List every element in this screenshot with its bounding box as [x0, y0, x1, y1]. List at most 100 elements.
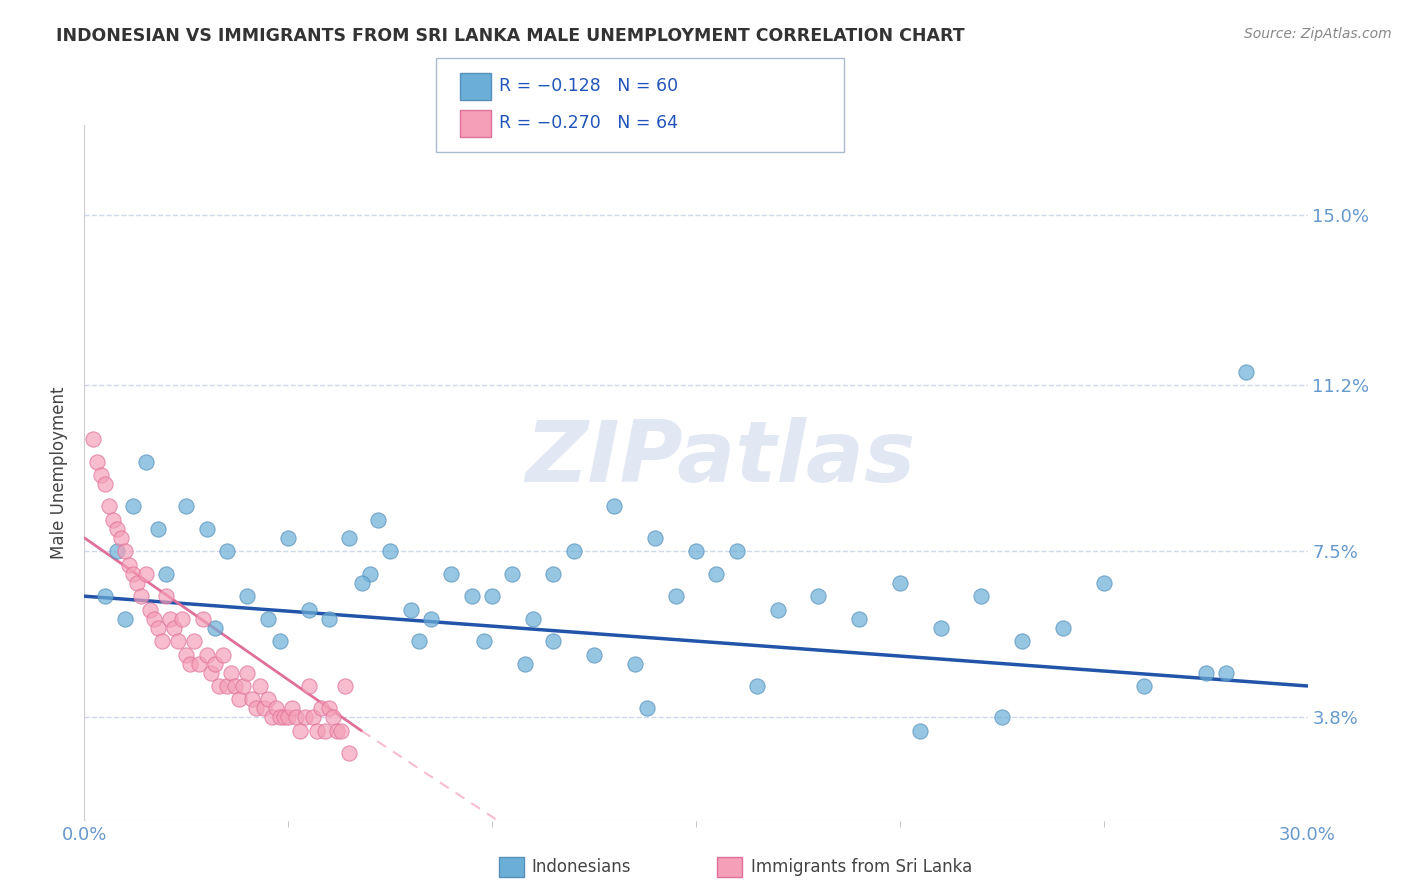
Point	[624, 657, 647, 671]
Point	[408, 634, 430, 648]
Point	[636, 701, 658, 715]
Text: R = −0.270   N = 64: R = −0.270 N = 64	[499, 114, 678, 132]
Point	[1195, 665, 1218, 680]
Point	[1236, 365, 1258, 379]
Point	[513, 657, 536, 671]
Point	[179, 657, 201, 671]
Point	[204, 657, 226, 671]
Point	[747, 679, 769, 693]
Point	[269, 710, 291, 724]
Point	[380, 544, 402, 558]
Text: ZIPatlas: ZIPatlas	[526, 417, 915, 500]
Point	[481, 589, 503, 603]
Point	[335, 679, 357, 693]
Point	[174, 500, 197, 514]
Point	[350, 575, 373, 590]
Point	[236, 589, 259, 603]
Point	[105, 544, 128, 558]
Y-axis label: Male Unemployment: Male Unemployment	[51, 386, 69, 559]
Point	[228, 692, 250, 706]
Point	[290, 723, 312, 738]
Point	[163, 621, 186, 635]
Point	[603, 500, 626, 514]
Point	[294, 710, 316, 724]
Point	[277, 531, 299, 545]
Point	[167, 634, 190, 648]
Point	[318, 701, 340, 715]
Point	[257, 612, 280, 626]
Point	[991, 710, 1014, 724]
Point	[93, 589, 117, 603]
Point	[1133, 679, 1156, 693]
Point	[264, 701, 287, 715]
Point	[910, 723, 932, 738]
Point	[318, 612, 340, 626]
Point	[807, 589, 830, 603]
Point	[305, 723, 328, 738]
Point	[562, 544, 585, 558]
Point	[249, 679, 271, 693]
Point	[138, 602, 160, 616]
Point	[195, 648, 218, 662]
Point	[208, 679, 231, 693]
Point	[245, 701, 267, 715]
Point	[665, 589, 688, 603]
Point	[159, 612, 181, 626]
Point	[309, 701, 332, 715]
Point	[146, 522, 169, 536]
Point	[187, 657, 209, 671]
Point	[399, 602, 422, 616]
Point	[970, 589, 993, 603]
Point	[685, 544, 707, 558]
Point	[706, 566, 728, 581]
Point	[440, 566, 463, 581]
Point	[217, 544, 239, 558]
Point	[298, 679, 321, 693]
Point	[339, 747, 361, 761]
Point	[889, 575, 911, 590]
Point	[644, 531, 666, 545]
Point	[298, 602, 321, 616]
Point	[1215, 665, 1237, 680]
Point	[472, 634, 495, 648]
Point	[1092, 575, 1115, 590]
Point	[127, 575, 149, 590]
Point	[359, 566, 381, 581]
Point	[155, 589, 177, 603]
Point	[301, 710, 323, 724]
Point	[217, 679, 239, 693]
Point	[219, 665, 242, 680]
Point	[191, 612, 214, 626]
Point	[583, 648, 606, 662]
Point	[502, 566, 524, 581]
Point	[929, 621, 952, 635]
Point	[122, 566, 145, 581]
Point	[543, 566, 565, 581]
Point	[848, 612, 870, 626]
Point	[232, 679, 254, 693]
Point	[522, 612, 544, 626]
Point	[257, 692, 280, 706]
Point	[339, 531, 361, 545]
Point	[122, 500, 145, 514]
Point	[105, 522, 128, 536]
Text: INDONESIAN VS IMMIGRANTS FROM SRI LANKA MALE UNEMPLOYMENT CORRELATION CHART: INDONESIAN VS IMMIGRANTS FROM SRI LANKA …	[56, 27, 965, 45]
Point	[135, 454, 157, 468]
Point	[131, 589, 153, 603]
Point	[150, 634, 173, 648]
Point	[322, 710, 344, 724]
Point	[90, 468, 112, 483]
Point	[269, 634, 291, 648]
Point	[236, 665, 259, 680]
Point	[326, 723, 349, 738]
Point	[97, 500, 120, 514]
Point	[766, 602, 789, 616]
Point	[86, 454, 108, 468]
Point	[273, 710, 295, 724]
Point	[281, 701, 304, 715]
Point	[212, 648, 235, 662]
Point	[142, 612, 165, 626]
Point	[101, 513, 124, 527]
Point	[183, 634, 205, 648]
Text: Source: ZipAtlas.com: Source: ZipAtlas.com	[1244, 27, 1392, 41]
